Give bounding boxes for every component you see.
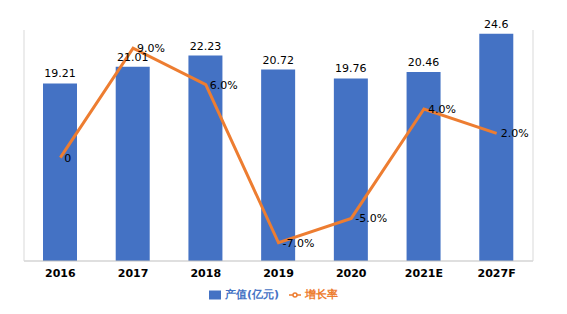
svg-text:9.0%: 9.0% [137,42,165,55]
svg-text:2.0%: 2.0% [501,127,529,140]
svg-text:4.0%: 4.0% [428,103,456,116]
svg-text:21.01: 21.01 [117,50,149,64]
svg-text:2027F: 2027F [478,267,516,280]
svg-text:2021E: 2021E [405,267,443,280]
svg-text:2019: 2019 [263,267,294,280]
svg-text:19.21: 19.21 [44,67,76,80]
svg-text:2016: 2016 [45,267,76,280]
svg-text:22.23: 22.23 [190,40,222,53]
svg-text:20.72: 20.72 [262,54,294,67]
svg-text:2020: 2020 [336,267,367,280]
html-text:产值(亿元): 产值(亿元) [225,288,279,301]
svg-text:-7.0%: -7.0% [283,237,315,250]
svg-text:24.6: 24.6 [484,18,509,31]
svg-text:0: 0 [64,152,71,165]
svg-text:20.46: 20.46 [408,56,440,69]
svg-text:19.76: 19.76 [335,62,367,75]
html-text:增长率: 增长率 [305,288,338,301]
svg-text:-5.0%: -5.0% [355,212,387,225]
svg-text:2017: 2017 [118,267,149,280]
svg-text:2018: 2018 [190,267,221,280]
svg-text:6.0%: 6.0% [210,79,238,92]
